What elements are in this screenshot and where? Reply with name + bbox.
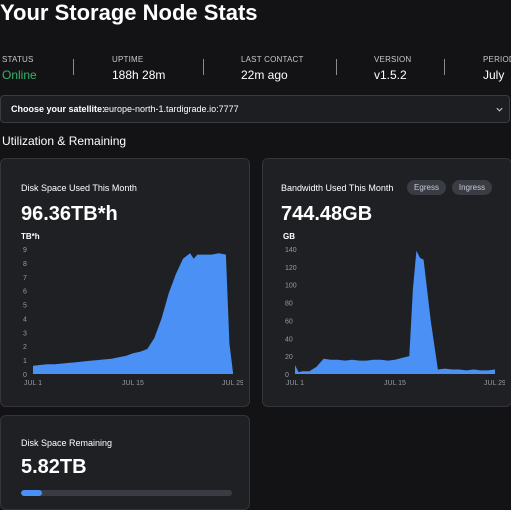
- card-title: Disk Space Used This Month: [21, 183, 137, 193]
- satellite-select[interactable]: Choose your satellite: europe-north-1.ta…: [0, 95, 510, 123]
- satellite-select-label: Choose your satellite:: [11, 104, 106, 114]
- disk-space-remaining-value: 5.82TB: [21, 456, 87, 478]
- divider: [444, 59, 445, 75]
- stat-value-last-contact: 22m ago: [241, 68, 288, 82]
- chart-unit-label: TB*h: [21, 232, 40, 241]
- divider: [203, 59, 204, 75]
- area-series: [295, 250, 495, 374]
- disk-space-remaining-card: Disk Space Remaining 5.82TB: [0, 415, 250, 510]
- y-tick-label: 40: [285, 336, 293, 343]
- y-tick-label: 140: [285, 247, 297, 254]
- y-tick-label: 7: [23, 275, 27, 282]
- chart-unit-label: GB: [283, 232, 295, 241]
- stat-label-uptime: UPTIME: [112, 55, 144, 64]
- remaining-progress-track: [21, 490, 232, 496]
- bandwidth-usage-chart: 0 20 40 60 80 100 120 140 JUL 1 JUL 15 JUL 29: [285, 247, 505, 387]
- y-tick-label: 1: [23, 358, 27, 365]
- y-tick-label: 60: [285, 318, 293, 325]
- bandwidth-used-card: Bandwidth Used This Month Egress Ingress…: [262, 158, 511, 407]
- disk-usage-chart: 0 1 2 3 4 5 6 7 8 9 JUL 1 JUL 15 JUL 29: [23, 247, 243, 387]
- area-series: [33, 253, 233, 374]
- satellite-select-value: europe-north-1.tardigrade.io:7777: [104, 104, 239, 114]
- bandwidth-used-value: 744.48GB: [281, 203, 373, 225]
- remaining-progress-fill: [21, 490, 43, 496]
- stat-value-period: July: [483, 68, 505, 82]
- y-tick-label: 8: [23, 261, 27, 268]
- stat-value-status: Online: [2, 68, 37, 82]
- y-tick-label: 4: [23, 316, 27, 323]
- card-title: Disk Space Remaining: [21, 438, 113, 448]
- page-title: Your Storage Node Stats: [0, 0, 258, 25]
- y-tick-label: 3: [23, 330, 27, 337]
- disk-space-used-card: Disk Space Used This Month 96.36TB*h TB*…: [0, 158, 250, 407]
- tab-ingress[interactable]: Ingress: [452, 180, 492, 195]
- stat-label-status: STATUS: [2, 55, 34, 64]
- x-tick-label: JUL 29: [484, 380, 505, 387]
- tab-egress[interactable]: Egress: [407, 180, 446, 195]
- section-title: Utilization & Remaining: [2, 134, 127, 148]
- x-tick-label: JUL 29: [222, 380, 243, 387]
- x-tick-label: JUL 15: [122, 380, 144, 387]
- stat-value-uptime: 188h 28m: [112, 68, 166, 82]
- x-tick-label: JUL 1: [24, 380, 42, 387]
- stat-label-last-contact: LAST CONTACT: [241, 55, 304, 64]
- x-tick-label: JUL 1: [286, 380, 304, 387]
- chevron-down-icon[interactable]: [495, 105, 504, 114]
- y-tick-label: 80: [285, 301, 293, 308]
- y-tick-label: 0: [285, 372, 289, 379]
- card-title: Bandwidth Used This Month: [281, 183, 394, 193]
- x-tick-label: JUL 15: [384, 380, 406, 387]
- stat-value-version: v1.5.2: [374, 68, 407, 82]
- y-tick-label: 9: [23, 247, 27, 254]
- disk-space-used-value: 96.36TB*h: [21, 203, 118, 225]
- stat-label-period: PERIOD: [483, 55, 511, 64]
- y-tick-label: 0: [23, 372, 27, 379]
- y-tick-label: 100: [285, 283, 297, 290]
- y-tick-label: 6: [23, 289, 27, 296]
- y-tick-label: 120: [285, 265, 297, 272]
- y-tick-label: 5: [23, 303, 27, 310]
- y-tick-label: 20: [285, 354, 293, 361]
- divider: [336, 59, 337, 75]
- stat-label-version: VERSION: [374, 55, 412, 64]
- y-tick-label: 2: [23, 344, 27, 351]
- divider: [73, 59, 74, 75]
